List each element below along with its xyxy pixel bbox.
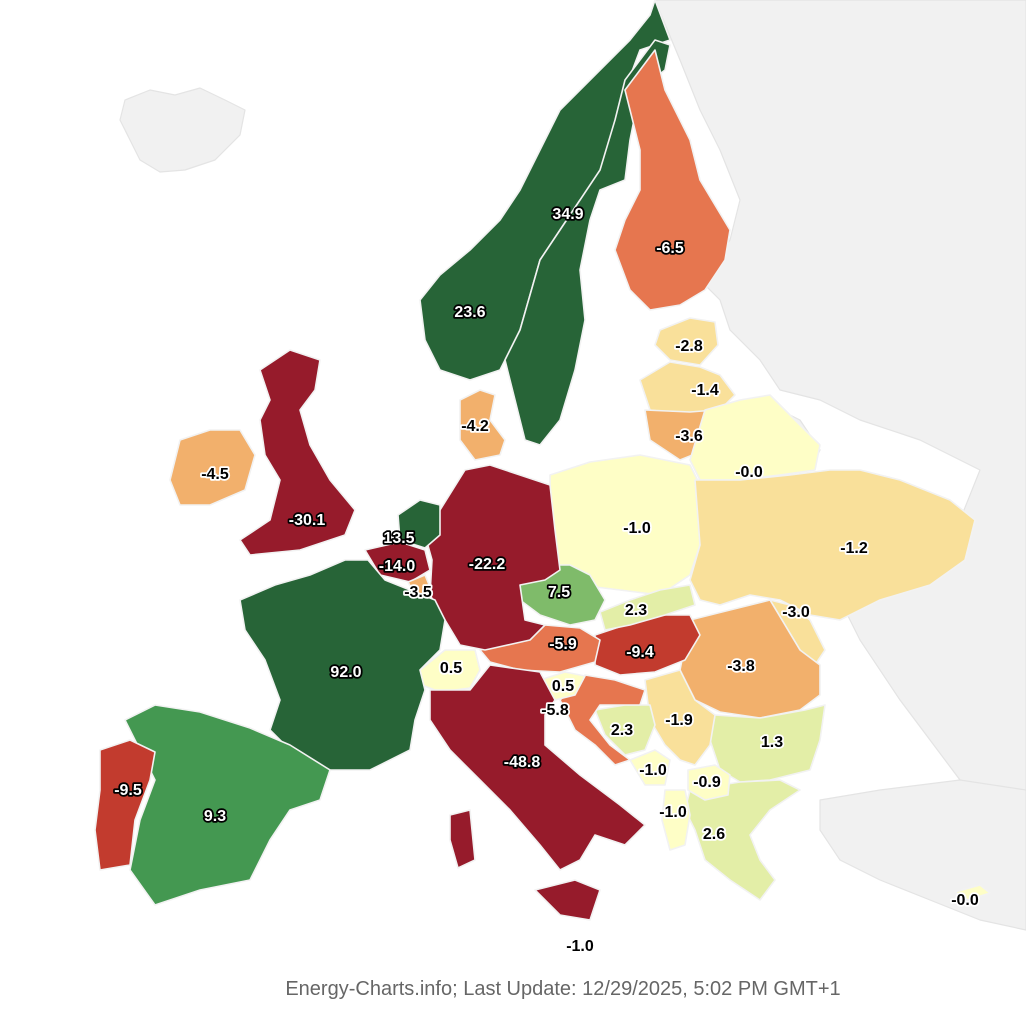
label-ukraine: -1.2 — [840, 540, 868, 557]
label-croatia: -5.8 — [541, 702, 569, 719]
label-ireland: -4.5 — [201, 466, 229, 483]
iceland-land — [119, 87, 246, 173]
sardinia-region — [449, 809, 476, 869]
ukraine-region — [689, 469, 976, 621]
belarus-region — [689, 394, 821, 481]
greece-region — [684, 779, 801, 901]
background-land — [119, 0, 1026, 931]
europe-choropleth-map: 92.0 34.9 23.6 13.5 9.3 7.5 2.6 2.3 2.3 … — [94, 0, 1026, 957]
label-belgium: -14.0 — [379, 558, 416, 575]
label-united-kingdom: -30.1 — [289, 512, 326, 529]
label-luxembourg: -3.5 — [404, 584, 432, 601]
albania-region — [661, 789, 691, 851]
denmark-region — [459, 389, 506, 461]
value-labels: 92.0 34.9 23.6 13.5 9.3 7.5 2.6 2.3 2.3 … — [112, 204, 980, 957]
label-hungary: -9.4 — [626, 644, 654, 661]
label-austria: -5.9 — [549, 636, 577, 653]
label-cyprus: -0.0 — [951, 892, 979, 909]
countries — [94, 0, 991, 921]
label-spain: 9.3 — [204, 808, 226, 825]
sicily-region — [534, 879, 601, 921]
serbia-region — [644, 669, 716, 766]
label-montenegro: -1.0 — [639, 762, 667, 779]
label-netherlands: 13.5 — [383, 530, 414, 547]
source-footer: Energy-Charts.info; Last Update: 12/29/2… — [285, 978, 841, 1000]
label-denmark: -4.2 — [461, 418, 489, 435]
label-lithuania: -3.6 — [675, 428, 703, 445]
label-moldova: -3.0 — [782, 604, 810, 621]
label-romania: -3.8 — [727, 658, 755, 675]
ireland-region — [169, 429, 256, 506]
label-finland: -6.5 — [656, 240, 684, 257]
slovakia-region — [599, 584, 696, 631]
cyprus-region — [954, 884, 991, 901]
russia-land — [654, 0, 1026, 801]
label-greece: 2.6 — [703, 826, 725, 843]
spain-region — [124, 704, 331, 906]
turkey-land — [819, 779, 1026, 931]
germany-region — [424, 464, 561, 651]
map-area: 92.0 34.9 23.6 13.5 9.3 7.5 2.6 2.3 2.3 … — [94, 0, 1026, 957]
united-kingdom-region — [239, 349, 356, 556]
north-macedonia-region — [687, 764, 731, 801]
label-portugal: -9.5 — [114, 782, 142, 799]
label-norway: 23.6 — [454, 304, 485, 321]
italy-region — [429, 664, 646, 871]
label-malta: -1.0 — [566, 938, 594, 955]
france-region — [239, 559, 446, 771]
bulgaria-region — [709, 704, 826, 783]
label-italy: -48.8 — [504, 754, 541, 771]
label-poland: -1.0 — [623, 520, 651, 537]
label-germany: -22.2 — [469, 556, 506, 573]
montenegro-region — [629, 749, 671, 786]
portugal-region — [94, 739, 156, 871]
label-albania: -1.0 — [659, 804, 687, 821]
sweden-region — [504, 39, 671, 446]
label-serbia: -1.9 — [665, 712, 693, 729]
label-sweden: 34.9 — [552, 206, 583, 223]
switzerland-region — [419, 649, 481, 693]
croatia-region — [559, 674, 646, 766]
estonia-region — [654, 317, 719, 366]
netherlands-region — [397, 499, 441, 549]
label-slovenia: 0.5 — [552, 678, 574, 695]
finland-region — [614, 49, 731, 311]
label-switzerland: 0.5 — [440, 660, 462, 677]
label-belarus: -0.0 — [735, 464, 763, 481]
label-north-macedonia: -0.9 — [693, 774, 721, 791]
label-bosnia: 2.3 — [611, 722, 633, 739]
label-france: 92.0 — [330, 664, 361, 681]
label-latvia: -1.4 — [691, 382, 719, 399]
label-bulgaria: 1.3 — [761, 734, 783, 751]
label-estonia: -2.8 — [675, 338, 703, 355]
label-slovakia: 2.3 — [625, 602, 647, 619]
label-czechia: 7.5 — [548, 584, 570, 601]
